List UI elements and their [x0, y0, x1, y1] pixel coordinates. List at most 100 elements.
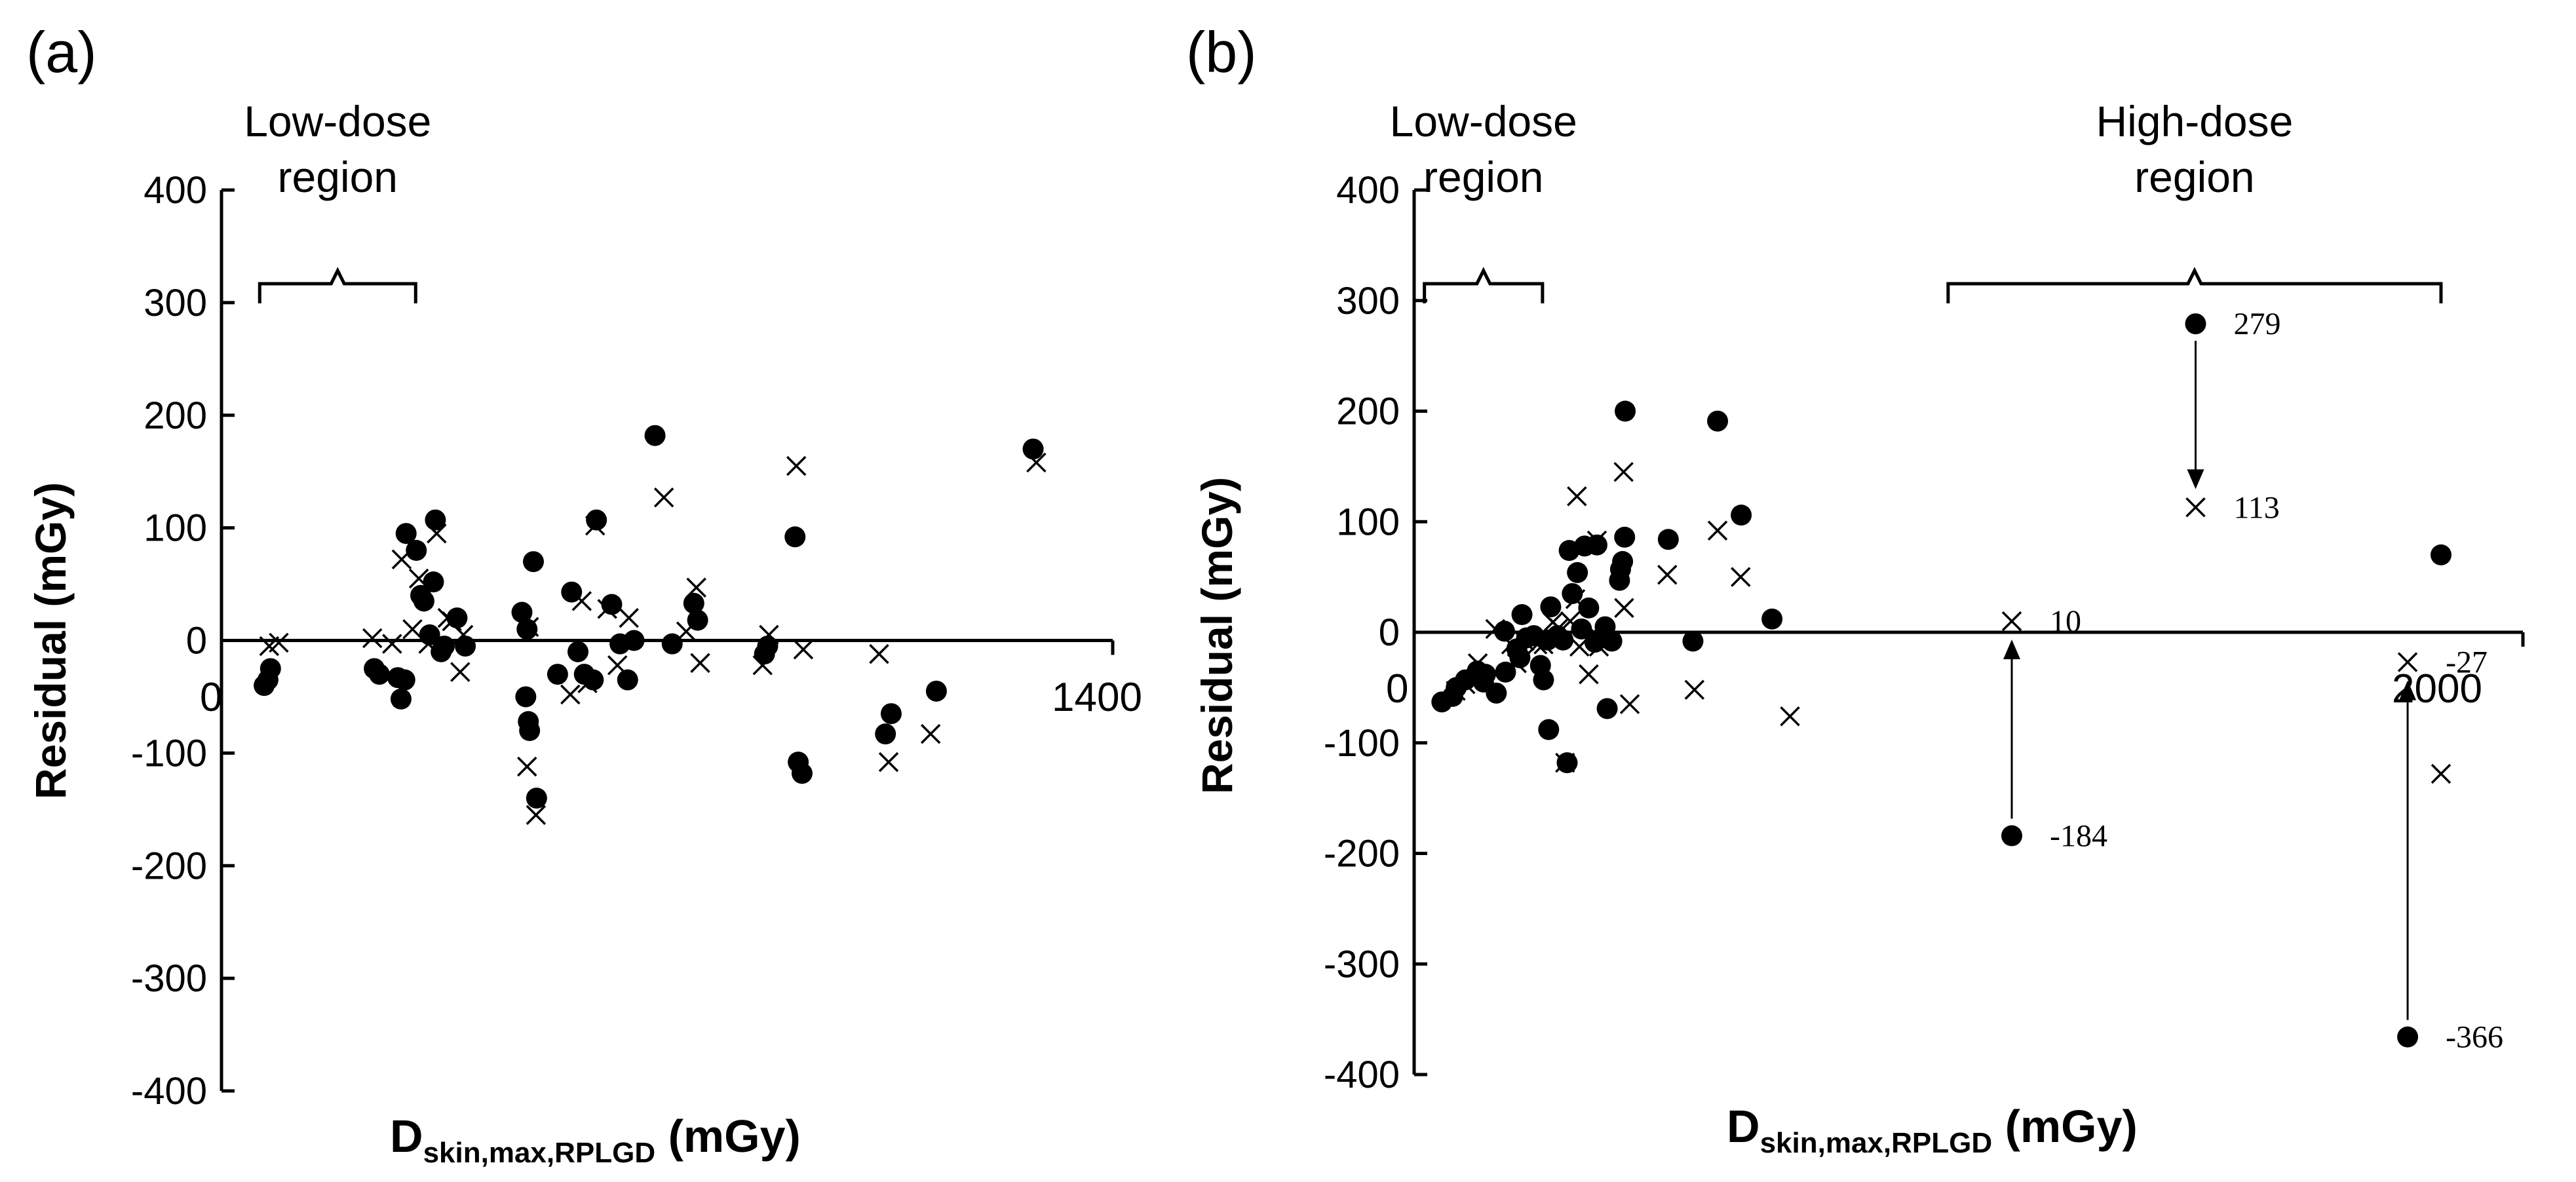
- data-point-circle: [1614, 526, 1636, 548]
- data-point-circle: [1586, 534, 1607, 556]
- data-point-cross: [518, 617, 539, 638]
- y-tick-label: 400: [144, 169, 207, 212]
- data-point-cross: [1588, 636, 1609, 657]
- y-tick-label: 100: [144, 507, 207, 550]
- y-axis-title: Residual (mGy): [26, 482, 75, 799]
- data-point-circle: [583, 669, 604, 691]
- data-point-cross: [391, 549, 412, 569]
- data-point-circle: [617, 669, 638, 691]
- data-point-circle: [1486, 682, 1507, 704]
- data-point-cross: [418, 634, 438, 654]
- data-point-circle: [757, 636, 779, 657]
- data-point-circle: [1596, 698, 1618, 719]
- region-label-line2: region: [2134, 153, 2254, 201]
- annotation-arrowhead: [2003, 639, 2020, 660]
- region-label-line1: High-dose: [2096, 97, 2293, 145]
- data-point-circle: [423, 571, 444, 593]
- data-point-circle: [2397, 1026, 2419, 1048]
- x-axis-title-main: D: [390, 1111, 423, 1162]
- data-point-cross: [2185, 497, 2206, 518]
- data-point-cross: [269, 632, 289, 653]
- region-label-line1: Low-dose: [244, 97, 431, 145]
- data-point-circle: [1682, 630, 1704, 652]
- region-bracket: [258, 267, 417, 303]
- data-point-cross: [2001, 611, 2022, 632]
- x-axis-title: Dskin,max,RPLGD (mGy): [390, 1111, 801, 1169]
- data-point-circle: [1707, 410, 1729, 432]
- data-point-cross: [1579, 664, 1599, 685]
- data-point-circle: [623, 630, 645, 651]
- data-point-cross: [1467, 653, 1488, 674]
- data-point-cross: [1567, 486, 1587, 506]
- y-tick-label: -300: [131, 957, 207, 1000]
- panel-label: (a): [26, 20, 97, 85]
- data-point-cross: [759, 624, 779, 645]
- x-axis-title-subscript: skin,max,RPLGD: [423, 1137, 656, 1169]
- data-point-cross: [676, 621, 697, 641]
- data-point-circle: [390, 688, 412, 710]
- data-point-cross: [1446, 681, 1466, 701]
- data-point-circle: [880, 703, 902, 725]
- annotation-label-to: 113: [2233, 490, 2279, 525]
- data-point-circle: [425, 509, 446, 531]
- data-point-cross: [1026, 452, 1047, 473]
- data-point-circle: [567, 641, 588, 662]
- data-point-cross: [1684, 679, 1705, 700]
- y-tick-label: -400: [1324, 1054, 1400, 1096]
- y-tick-label: 200: [1336, 391, 1400, 433]
- data-point-cross: [585, 515, 606, 536]
- data-point-circle: [1567, 562, 1588, 583]
- data-point-circle: [511, 601, 533, 623]
- data-point-cross: [1485, 619, 1506, 639]
- data-point-circle: [1533, 669, 1554, 691]
- data-point-cross: [869, 643, 889, 664]
- data-point-circle: [1601, 630, 1623, 652]
- y-tick-label: 0: [1379, 611, 1400, 654]
- data-point-circle: [1731, 505, 1752, 526]
- data-point-circle: [791, 763, 813, 784]
- data-point-circle: [1538, 719, 1560, 740]
- x-tick-label-end: 1400: [1052, 675, 1142, 720]
- x-tick-label-start: 0: [1386, 666, 1408, 712]
- data-point-circle: [784, 526, 806, 548]
- data-point-circle: [1022, 438, 1044, 460]
- data-point-cross: [920, 723, 941, 744]
- data-point-cross: [619, 607, 639, 628]
- region-label-line1: Low-dose: [1390, 97, 1577, 145]
- data-point-circle: [875, 723, 896, 745]
- data-point-circle: [1495, 661, 1516, 683]
- data-point-cross: [1583, 622, 1604, 643]
- annotation-label-from: -366: [2446, 1020, 2503, 1055]
- data-point-cross: [577, 673, 598, 694]
- data-point-circle: [1562, 582, 1583, 604]
- data-point-circle: [523, 551, 544, 573]
- data-point-circle: [413, 590, 434, 612]
- data-point-circle: [526, 788, 547, 809]
- y-tick-label: 200: [144, 394, 207, 437]
- y-tick-label: 300: [1336, 280, 1400, 322]
- data-point-circle: [2185, 313, 2206, 335]
- data-point-circle: [1612, 551, 1634, 572]
- data-point-cross: [442, 611, 462, 632]
- data-point-cross: [450, 662, 471, 682]
- data-point-cross: [1619, 694, 1640, 714]
- x-axis-title: Dskin,max,RPLGD (mGy): [1727, 1101, 2138, 1159]
- data-point-cross: [453, 624, 474, 645]
- x-axis-title-subscript: skin,max,RPLGD: [1760, 1127, 1993, 1159]
- data-point-cross: [1613, 462, 1634, 482]
- data-point-cross: [571, 591, 592, 611]
- y-tick-label: -100: [131, 732, 207, 774]
- data-point-cross: [1501, 634, 1522, 655]
- annotation-label-from: -184: [2050, 819, 2107, 854]
- region-label-line2: region: [278, 153, 398, 201]
- data-point-circle: [1540, 596, 1562, 618]
- data-point-cross: [690, 653, 710, 674]
- data-point-circle: [683, 592, 704, 614]
- annotation-arrowhead: [2187, 469, 2204, 489]
- data-point-cross: [1560, 611, 1581, 632]
- y-tick-label: -200: [131, 845, 207, 887]
- data-point-cross: [1514, 631, 1535, 651]
- y-tick-label: 400: [1336, 169, 1400, 212]
- data-point-cross: [1548, 618, 1569, 638]
